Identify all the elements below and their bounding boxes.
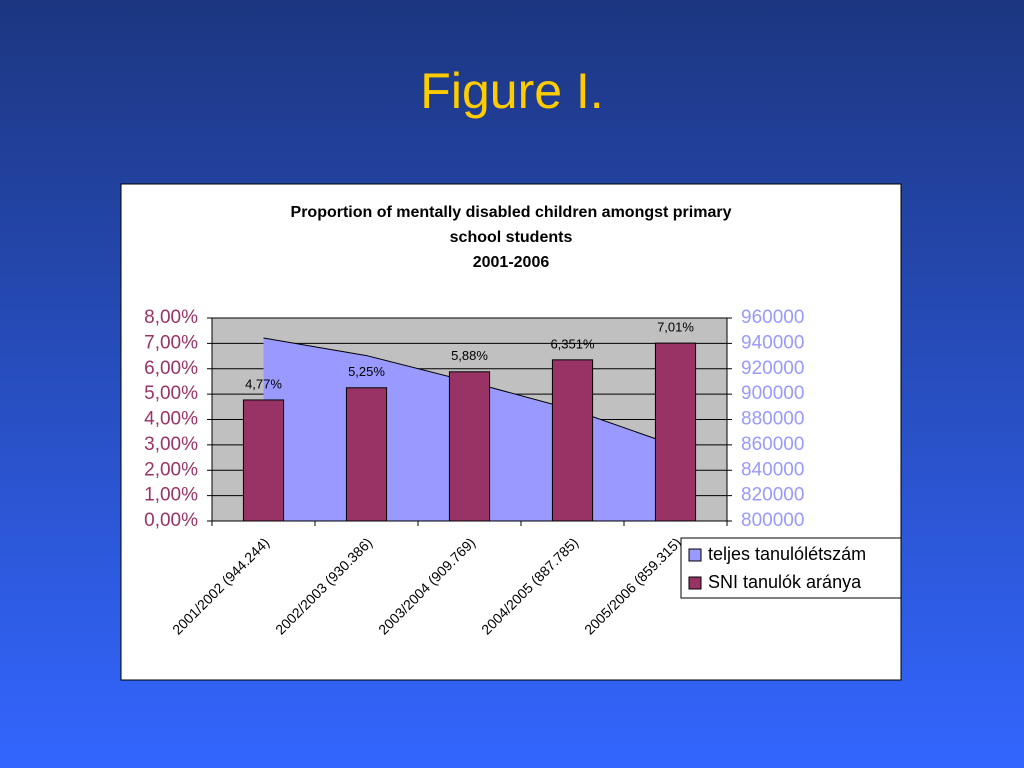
chart-title: Proportion of mentally disabled children… [291, 204, 732, 221]
legend-box [680, 537, 902, 599]
chart-title: school students [450, 229, 573, 246]
legend-label: SNI tanulók aránya [708, 572, 862, 592]
data-label: 5,88% [451, 348, 488, 363]
y2-tick-label: 880000 [741, 409, 804, 430]
bar [345, 387, 388, 522]
y2-tick-label: 860000 [741, 434, 804, 455]
y-tick-label: 4,00% [144, 409, 198, 430]
chart-title: 2001-2006 [473, 254, 550, 271]
y2-tick-label: 800000 [741, 510, 804, 531]
y2-tick-label: 920000 [741, 358, 804, 379]
page-title: Figure I. [420, 63, 603, 119]
y2-tick-label: 820000 [741, 485, 804, 506]
y-tick-label: 3,00% [144, 434, 198, 455]
y-tick-label: 5,00% [144, 383, 198, 404]
y-tick-label: 1,00% [144, 485, 198, 506]
y-tick-label: 0,00% [144, 510, 198, 531]
data-label: 4,77% [245, 376, 282, 391]
bar [654, 342, 697, 522]
y2-tick-label: 900000 [741, 383, 804, 404]
y-tick-label: 8,00% [144, 307, 198, 328]
bar [551, 359, 594, 522]
y-tick-label: 7,00% [144, 332, 198, 353]
legend-swatch [688, 576, 702, 590]
data-label: 5,25% [348, 364, 385, 379]
y-tick-label: 6,00% [144, 358, 198, 379]
y-tick-label: 2,00% [144, 459, 198, 480]
bar [242, 399, 285, 522]
y2-tick-label: 840000 [741, 459, 804, 480]
data-label: 6,351% [550, 336, 595, 351]
bar [448, 371, 491, 522]
legend-label: teljes tanulólétszám [708, 544, 866, 564]
y2-tick-label: 960000 [741, 307, 804, 328]
legend-swatch [688, 548, 702, 562]
y2-tick-label: 940000 [741, 332, 804, 353]
data-label: 7,01% [657, 320, 694, 335]
